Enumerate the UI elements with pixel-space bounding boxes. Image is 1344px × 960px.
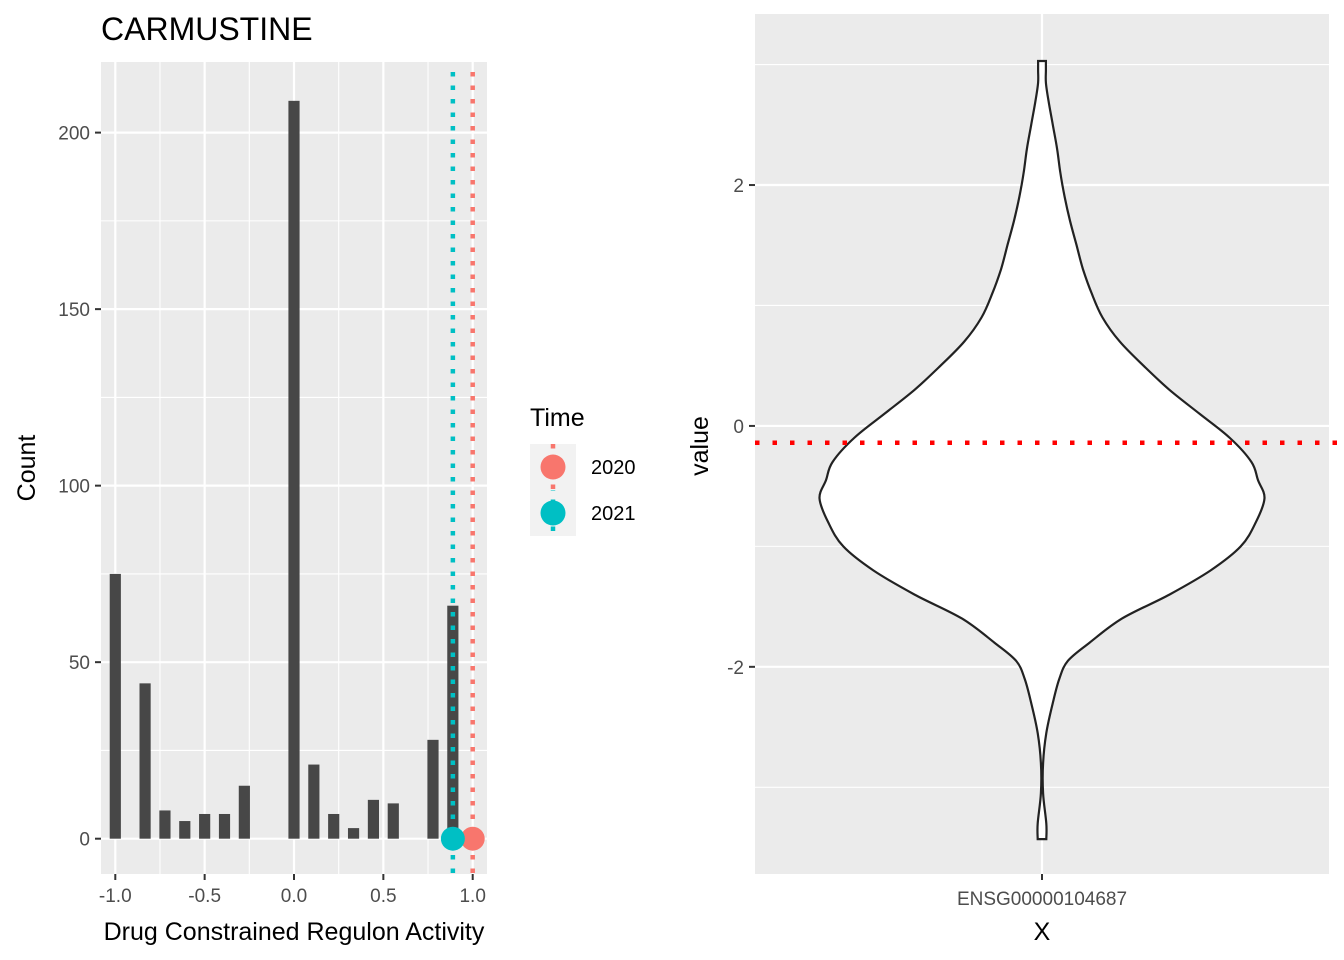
histogram-x-tick-label: 0.0 (281, 886, 307, 907)
histogram-y-tick-label: 100 (58, 477, 90, 498)
histogram-y-tick-label: 0 (79, 830, 90, 851)
violin-y-axis-title: value (686, 416, 714, 476)
histogram-bar (288, 100, 300, 839)
histogram-x-axis: -1.0 -0.5 0.0 0.5 1.0 (99, 874, 486, 907)
histogram-x-tick-label: 1.0 (459, 886, 485, 907)
histogram-bar (109, 573, 121, 839)
histogram-x-axis-title: Drug Constrained Regulon Activity (104, 918, 485, 946)
legend-label-2020: 2020 (591, 457, 636, 479)
histogram-bar (427, 739, 439, 839)
histogram-bar (367, 799, 380, 839)
histogram-bar (179, 821, 191, 839)
histogram-minor-grid (101, 62, 487, 874)
histogram-y-tick-label: 200 (58, 124, 90, 145)
histogram-title: CARMUSTINE (101, 11, 313, 47)
violin-y-tick-label: -2 (727, 658, 744, 679)
violin-panel: ENSG00000104687 -2 0 2 X value (686, 14, 1343, 946)
legend-title: Time (530, 404, 585, 432)
histogram-bar (387, 803, 399, 839)
histogram-panel: CARMUSTINE -1.0 -0.5 0.0 0.5 1.0 0 50 100 150 20… (13, 11, 487, 946)
histogram-y-tick-label: 50 (69, 653, 90, 674)
violin-shape (818, 59, 1266, 841)
violin-x-axis-title: X (1034, 918, 1051, 946)
violin-y-axis: -2 0 2 (727, 176, 755, 679)
histogram-marker-2021 (440, 826, 465, 851)
legend-label-2021: 2021 (591, 503, 636, 525)
histogram-y-tick-label: 150 (58, 300, 90, 321)
histogram-x-tick-label: -0.5 (188, 886, 221, 907)
histogram-bar (218, 813, 231, 839)
violin-y-tick-label: 2 (733, 176, 744, 197)
histogram-markers (440, 826, 485, 851)
histogram-bar (199, 813, 211, 839)
histogram-y-axis-title: Count (13, 435, 41, 502)
histogram-bar (238, 785, 250, 839)
violin-x-tick-label: ENSG00000104687 (957, 889, 1127, 910)
histogram-bar (139, 683, 151, 839)
legend-key-marker (540, 454, 566, 480)
histogram-bar (308, 764, 320, 839)
violin-y-tick-label: 0 (733, 417, 744, 438)
legend: Time 2020 2021 (530, 404, 636, 536)
histogram-x-tick-label: -1.0 (99, 886, 132, 907)
histogram-bar (347, 828, 360, 839)
histogram-marker-2020 (460, 826, 485, 851)
violin-x-axis: ENSG00000104687 (957, 874, 1127, 910)
histogram-x-tick-label: 0.5 (370, 886, 396, 907)
histogram-y-axis: 0 50 100 150 200 (58, 124, 101, 851)
legend-key-marker (540, 500, 566, 526)
legend-keys: 2020 2021 (530, 444, 636, 536)
histogram-bar (159, 810, 171, 839)
histogram-bar (328, 813, 340, 839)
